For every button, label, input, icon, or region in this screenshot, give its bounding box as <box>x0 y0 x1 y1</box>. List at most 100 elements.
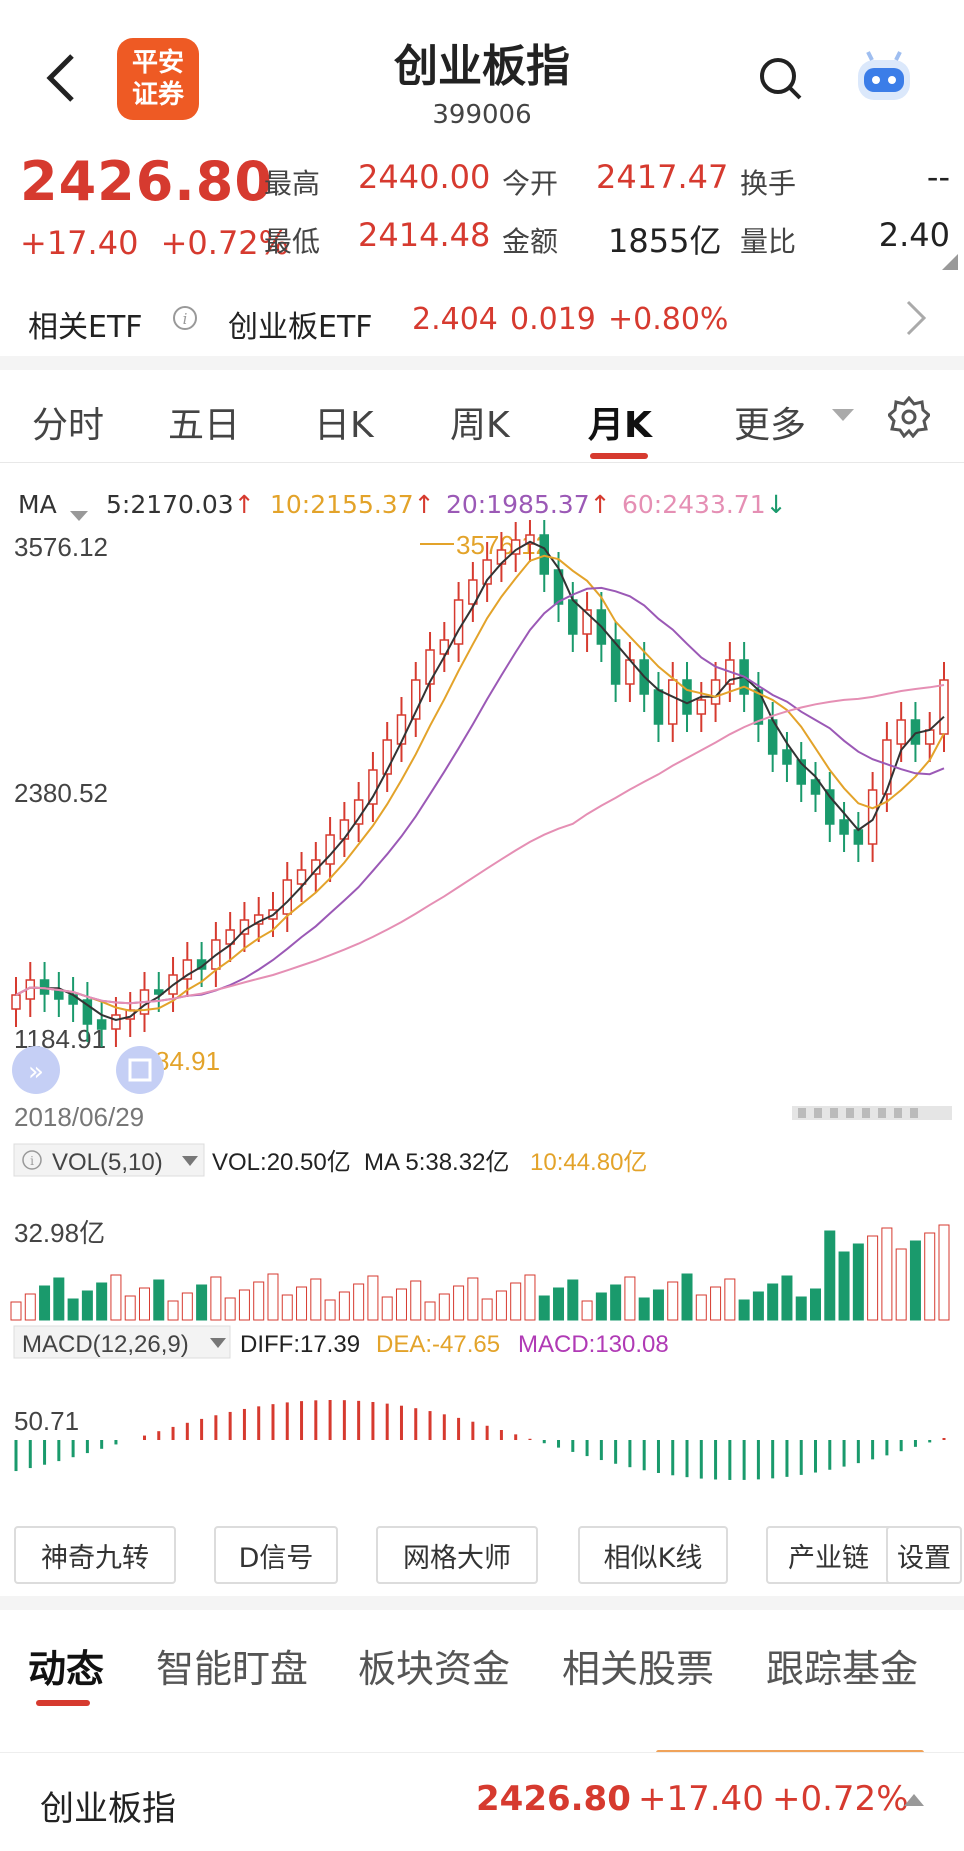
volume-bar <box>481 1298 493 1321</box>
volume-bar <box>867 1235 879 1321</box>
volume-bar <box>181 1292 193 1321</box>
tab-tracking-funds[interactable]: 跟踪基金 <box>766 1647 919 1691</box>
sticky-quote-footer[interactable]: 创业板指 2426.80 +17.40 +0.72% <box>0 1752 964 1851</box>
candle <box>282 879 293 915</box>
vol-indicator-selector[interactable]: i VOL(5,10) <box>13 1143 205 1177</box>
tool-grid-master-button[interactable]: 网格大师 <box>376 1526 538 1584</box>
candle <box>411 679 421 720</box>
volume-bar <box>752 1291 764 1321</box>
kline-chart[interactable]: 3576.12 2380.52 1184.91 3576.12 1184.91 … <box>0 520 964 1540</box>
volume-bar <box>338 1291 350 1321</box>
scroll-right-button[interactable] <box>116 1046 164 1094</box>
candlestick-series <box>11 520 949 1047</box>
vol-axis-label: 32.98亿 <box>14 1218 105 1248</box>
volume-bar <box>253 1281 265 1321</box>
moving-average-lines <box>15 540 945 1022</box>
more-dropdown-icon[interactable] <box>832 408 854 427</box>
volume-bar <box>781 1275 793 1321</box>
tab-news[interactable]: 动态 <box>28 1647 105 1691</box>
volume-bar <box>367 1275 379 1321</box>
volume-bar <box>738 1299 750 1321</box>
volume-bar <box>438 1293 450 1321</box>
tool-industry-chain-button[interactable]: 产业链 <box>766 1526 896 1584</box>
candle <box>653 689 664 725</box>
ma-legend[interactable]: MA 5:2170.03↑ 10:2155.37↑ 20:1985.37↑ 60… <box>0 486 964 526</box>
tool-d-signal-button[interactable]: D信号 <box>214 1526 338 1584</box>
volume-bars <box>10 1224 950 1321</box>
candle <box>96 1019 107 1030</box>
ai-assistant-robot-icon[interactable] <box>852 48 916 108</box>
volume-bar <box>810 1288 822 1321</box>
related-etf-row[interactable]: 相关ETF i 创业板ETF 2.404 0.019 +0.80% <box>0 292 964 348</box>
tab-intraday[interactable]: 分时 <box>32 405 105 446</box>
volume-bar <box>453 1285 465 1321</box>
volume-bar <box>610 1284 622 1321</box>
tab-sector-funds[interactable]: 板块资金 <box>358 1647 511 1691</box>
time-scroll-indicator[interactable] <box>792 1106 952 1120</box>
stat-value-amount: 1855亿 <box>608 222 722 260</box>
etf-label: 相关ETF <box>28 310 143 345</box>
candle <box>939 679 949 735</box>
candle <box>453 599 464 645</box>
volume-bar <box>881 1227 893 1321</box>
logo-line2: 证券 <box>131 80 184 110</box>
candle <box>154 989 164 995</box>
ma60-line <box>15 684 945 1005</box>
tab-related-stocks[interactable]: 相关股票 <box>562 1647 715 1691</box>
vol-value: VOL:20.50亿 <box>212 1149 351 1176</box>
expand-up-icon[interactable] <box>904 1793 924 1812</box>
volume-bar <box>667 1281 679 1321</box>
volume-bar <box>395 1288 407 1321</box>
svg-text:»: » <box>28 1057 44 1087</box>
back-arrow-icon[interactable] <box>40 48 84 108</box>
tab-five-day[interactable]: 五日 <box>168 405 241 446</box>
tab-more[interactable]: 更多 <box>734 405 807 446</box>
chevron-right-icon[interactable] <box>902 296 928 348</box>
candle <box>439 639 450 655</box>
tool-similar-k-button[interactable]: 相似K线 <box>578 1526 728 1584</box>
volume-bar <box>210 1276 222 1321</box>
footer-change: +17.40 <box>638 1779 764 1819</box>
gear-icon[interactable] <box>886 395 932 442</box>
tab-daily-k[interactable]: 日K <box>314 405 374 446</box>
volume-bar <box>567 1279 579 1321</box>
vol-label: VOL(5,10) <box>52 1149 163 1176</box>
tab-smart-watch[interactable]: 智能盯盘 <box>156 1647 309 1691</box>
candle <box>839 819 849 835</box>
volume-bar <box>467 1277 479 1321</box>
volume-bar <box>624 1276 636 1321</box>
volume-bar <box>53 1277 65 1321</box>
tab-weekly-k[interactable]: 周K <box>450 405 510 446</box>
ma60-value: 60:2433.71 <box>622 490 766 519</box>
scroll-left-button[interactable]: » <box>12 1046 60 1094</box>
volume-bar <box>681 1273 693 1321</box>
volume-bar <box>767 1283 779 1321</box>
price-change-row: +17.40 +0.72% <box>20 224 289 262</box>
candle <box>396 714 407 745</box>
stat-value-high: 2440.00 <box>358 158 491 196</box>
ma-dropdown-icon[interactable] <box>70 500 88 529</box>
volume-bar <box>924 1232 936 1321</box>
info-icon[interactable]: i <box>172 304 198 339</box>
price-change: +17.40 <box>20 224 139 262</box>
macd-indicator-selector[interactable]: MACD(12,26,9) <box>13 1325 231 1359</box>
candle <box>539 534 549 575</box>
tool-settings-button[interactable]: 设置 <box>886 1526 962 1584</box>
ma5-item: 5:2170.03↑ <box>106 490 255 519</box>
tool-magic-nine-button[interactable]: 神奇九转 <box>14 1526 176 1584</box>
macd-value: MACD:130.08 <box>518 1331 669 1358</box>
candle <box>696 699 707 715</box>
tab-monthly-k[interactable]: 月K <box>588 405 652 446</box>
candle <box>296 869 307 885</box>
vol-ma10-value: 10:44.80亿 <box>530 1149 647 1176</box>
volume-bar <box>196 1284 208 1321</box>
candle <box>796 759 806 785</box>
volume-bar <box>81 1290 93 1321</box>
search-icon[interactable] <box>758 56 802 100</box>
candle <box>582 609 592 635</box>
candle <box>425 649 435 685</box>
candle <box>11 994 21 1010</box>
macd-dea-value: DEA:-47.65 <box>376 1331 500 1358</box>
volume-bar <box>524 1274 536 1321</box>
ma-label: MA <box>18 490 57 519</box>
